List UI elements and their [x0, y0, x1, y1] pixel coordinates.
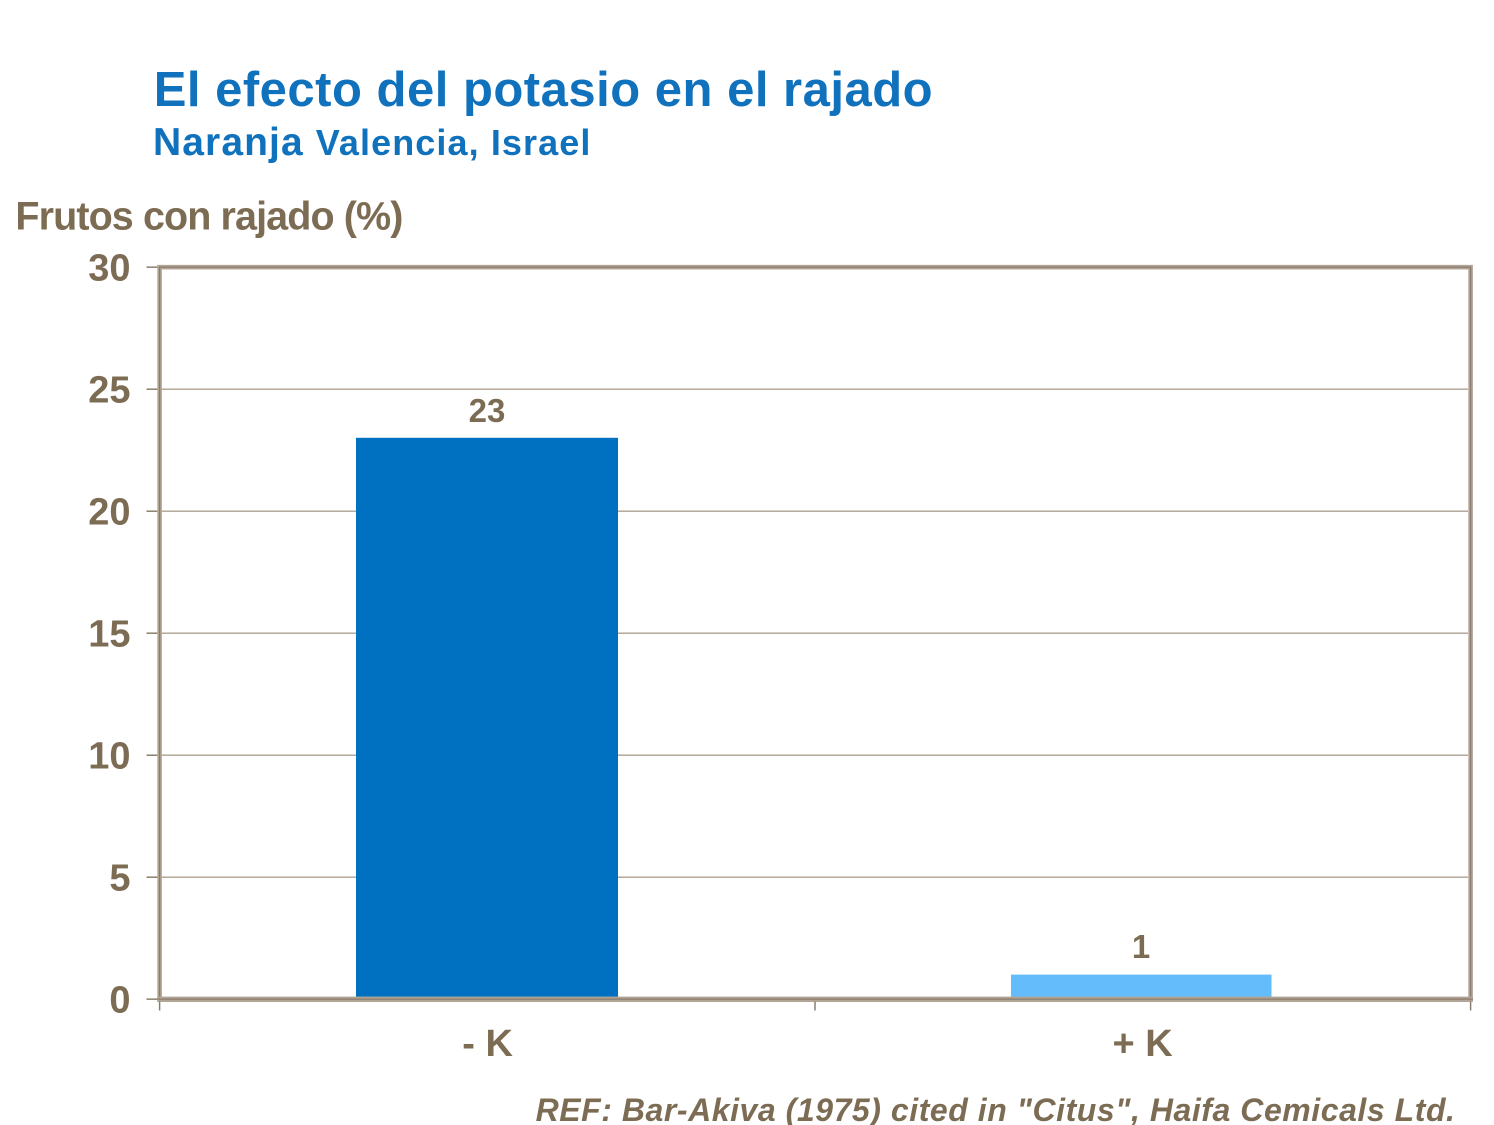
svg-text:30: 30	[88, 248, 130, 290]
svg-text:Naranja Valencia, Israel: Naranja Valencia, Israel	[153, 121, 592, 164]
svg-text:El efecto del potasio en el ra: El efecto del potasio en el rajado	[154, 63, 933, 117]
svg-text:0: 0	[109, 980, 130, 1022]
svg-text:15: 15	[88, 614, 130, 656]
svg-text:20: 20	[88, 492, 130, 534]
svg-text:+ K: + K	[1112, 1023, 1173, 1065]
svg-text:5: 5	[109, 858, 130, 900]
svg-text:1: 1	[1132, 928, 1150, 965]
svg-text:- K: - K	[462, 1023, 513, 1065]
svg-text:REF: Bar-Akiva (1975) cited in: REF: Bar-Akiva (1975) cited in "Citus", …	[536, 1092, 1456, 1125]
svg-text:25: 25	[88, 370, 130, 412]
svg-text:23: 23	[469, 392, 506, 429]
svg-text:Frutos con rajado (%): Frutos con rajado (%)	[15, 194, 402, 238]
svg-text:10: 10	[88, 736, 130, 778]
